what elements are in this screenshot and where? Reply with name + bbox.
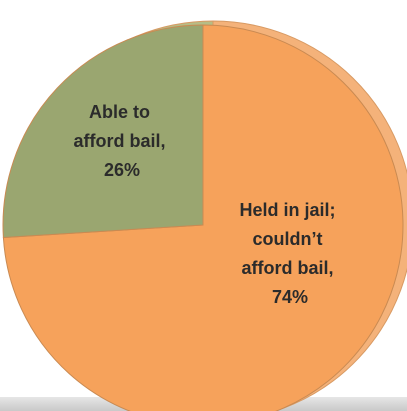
slice-label-able-to-afford: Able to afford bail, 26% — [73, 102, 170, 180]
pie-slices — [2, 24, 404, 411]
slice-label-held-in-jail: Held in jail; couldn’t afford bail, 74% — [239, 200, 340, 307]
slice-label-held-line-4: 74% — [272, 287, 308, 307]
slice-label-able-line-2: afford bail, — [73, 131, 165, 151]
slice-label-able-line-3: 26% — [104, 160, 140, 180]
pie-slice-able-to-afford-bail — [2, 24, 204, 239]
slice-label-able-line-1: Able to — [89, 102, 150, 122]
slice-label-held-line-2: couldn’t — [252, 229, 322, 249]
slice-label-held-line-1: Held in jail; — [239, 200, 335, 220]
slice-label-held-line-3: afford bail, — [241, 258, 333, 278]
